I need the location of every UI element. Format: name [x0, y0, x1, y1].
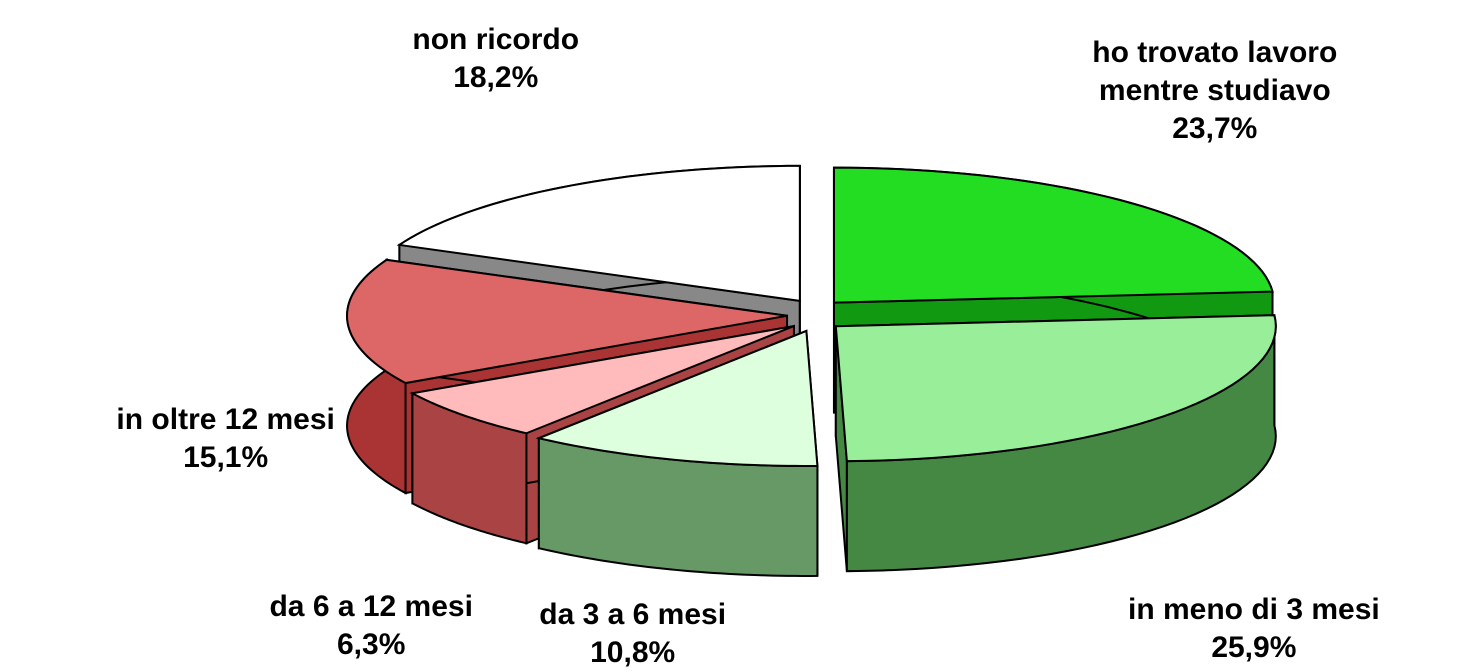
label-category: ho trovato lavoro mentre studiavo [1092, 35, 1338, 107]
label-value: 10,8% [590, 636, 676, 669]
label-value: 18,2% [453, 60, 539, 94]
data-label: da 3 a 6 mesi 10,8% [488, 596, 778, 672]
slice-top [409, 325, 795, 435]
label-category: in meno di 3 mesi [1127, 592, 1380, 626]
slice [834, 314, 1277, 573]
slice-top [832, 166, 1274, 304]
data-label: in oltre 12 mesi 15,1% [81, 401, 371, 477]
label-category: da 3 a 6 mesi [539, 598, 727, 631]
slice-top [535, 329, 819, 467]
data-label: ho trovato lavoro mentre studiavo 23,7% [1070, 34, 1360, 148]
label-value: 15,1% [183, 441, 269, 475]
slice-top [396, 164, 801, 303]
label-category: da 6 a 12 mesi [269, 589, 473, 623]
data-label: da 6 a 12 mesi 6,3% [226, 588, 516, 664]
label-category: in oltre 12 mesi [116, 403, 335, 437]
data-label: in meno di 3 mesi 25,9% [1109, 591, 1399, 667]
slice [535, 329, 819, 577]
slice-top [346, 258, 788, 385]
label-value: 6,3% [337, 627, 406, 661]
label-value: 23,7% [1172, 111, 1258, 145]
data-label: non ricordo 18,2% [351, 21, 641, 97]
label-category: non ricordo [412, 22, 580, 56]
slice-top [834, 314, 1277, 463]
label-value: 25,9% [1211, 630, 1297, 664]
